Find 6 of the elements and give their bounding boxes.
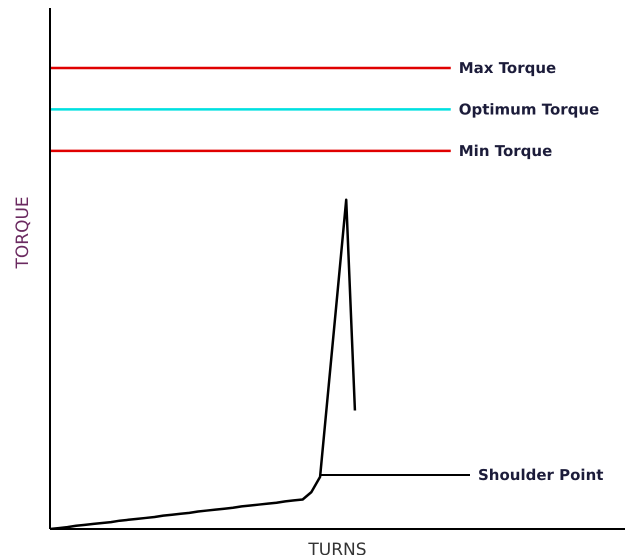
x-axis-title: TURNS — [307, 540, 367, 555]
series-label: Min Torque — [458, 142, 552, 160]
series-label: Optimum Torque — [458, 100, 600, 118]
series-label: Max Torque — [458, 58, 556, 77]
annotation: Shoulder Point — [478, 466, 604, 484]
y-axis-title: TORQUE — [13, 196, 34, 270]
